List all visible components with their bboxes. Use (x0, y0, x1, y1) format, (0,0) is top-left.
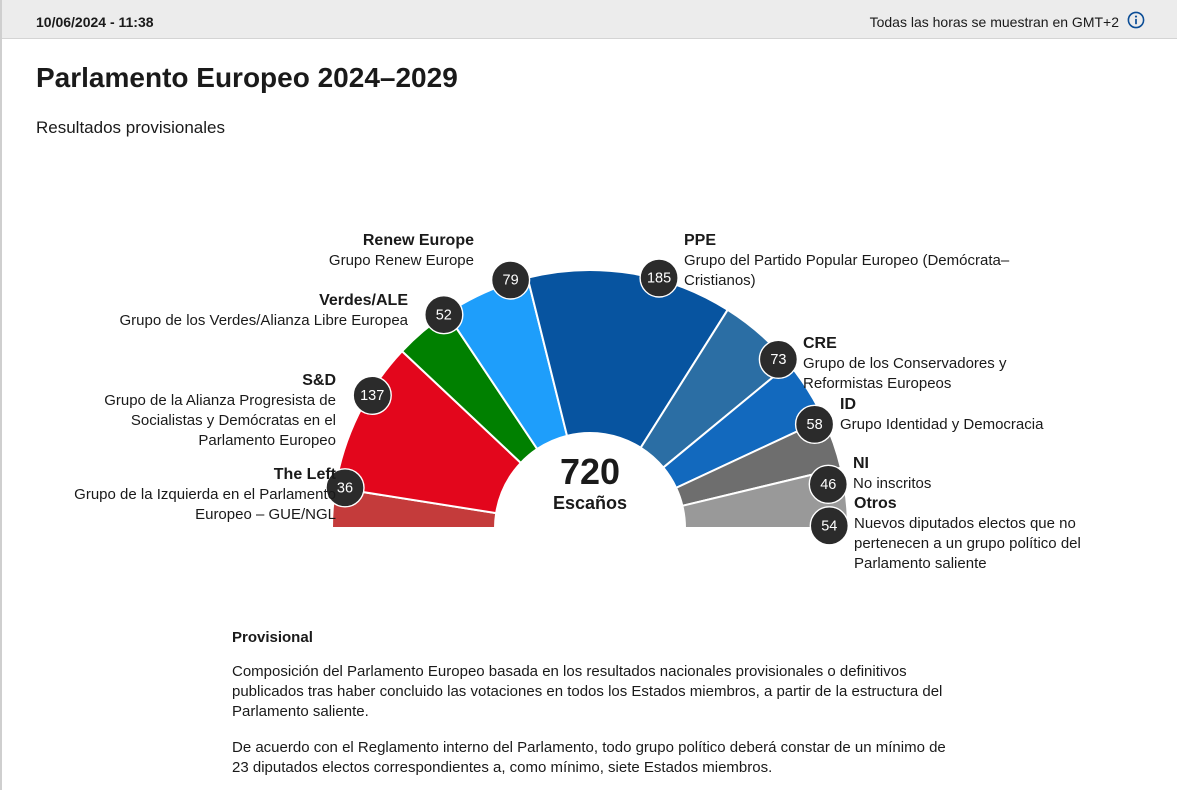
svg-text:Escaños: Escaños (553, 493, 627, 513)
svg-text:54: 54 (821, 519, 837, 535)
svg-text:52: 52 (436, 307, 452, 323)
svg-text:137: 137 (360, 388, 384, 404)
svg-text:46: 46 (820, 477, 836, 493)
svg-text:79: 79 (503, 273, 519, 289)
svg-text:58: 58 (807, 417, 823, 433)
svg-text:185: 185 (647, 271, 671, 287)
svg-text:720: 720 (560, 451, 620, 492)
svg-text:36: 36 (337, 481, 353, 497)
svg-text:73: 73 (770, 352, 786, 368)
